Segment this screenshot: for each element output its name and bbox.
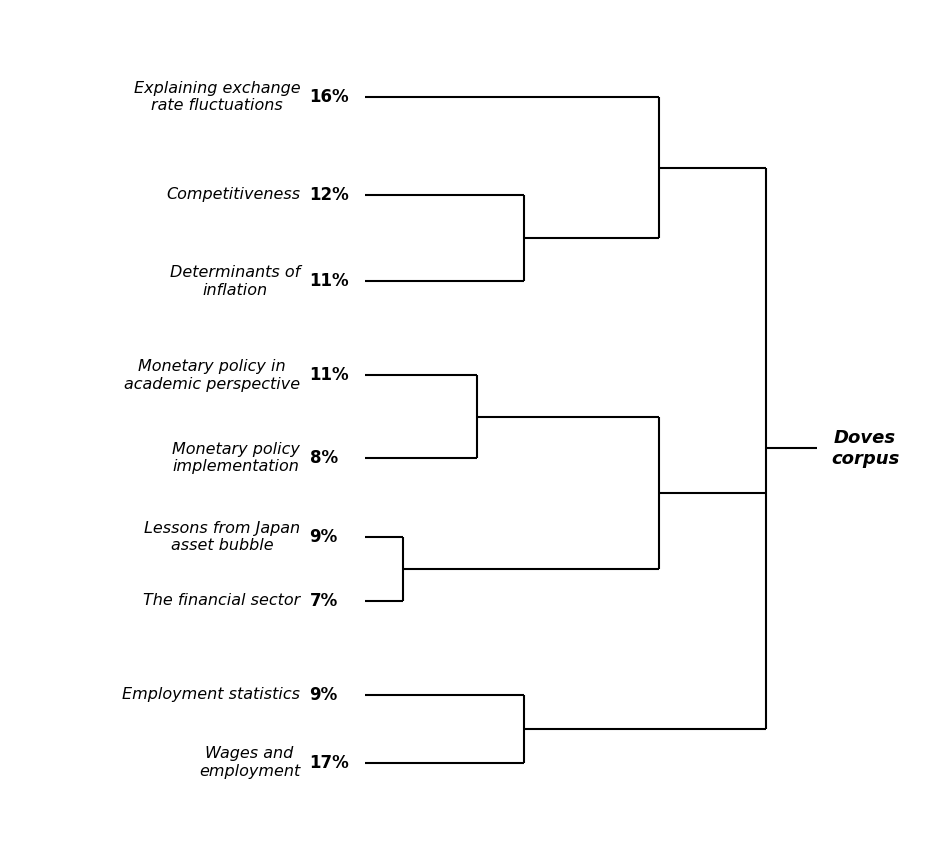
Text: The financial sector: The financial sector	[143, 594, 300, 608]
Text: 17%: 17%	[310, 754, 349, 772]
Text: 11%: 11%	[310, 272, 349, 290]
Text: 7%: 7%	[310, 592, 337, 610]
Text: Wages and
employment: Wages and employment	[199, 747, 300, 779]
Text: Monetary policy in
academic perspective: Monetary policy in academic perspective	[124, 359, 300, 392]
Text: Determinants of
inflation: Determinants of inflation	[170, 265, 300, 298]
Text: Employment statistics: Employment statistics	[122, 687, 300, 702]
Text: Competitiveness: Competitiveness	[166, 188, 300, 203]
Text: 9%: 9%	[310, 528, 337, 546]
Text: 8%: 8%	[310, 449, 337, 467]
Text: Lessons from Japan
asset bubble: Lessons from Japan asset bubble	[144, 521, 300, 553]
Text: 11%: 11%	[310, 367, 349, 384]
Text: Explaining exchange
rate fluctuations: Explaining exchange rate fluctuations	[133, 81, 300, 114]
Text: Monetary policy
implementation: Monetary policy implementation	[172, 442, 300, 474]
Text: 16%: 16%	[310, 88, 349, 106]
Text: 9%: 9%	[310, 686, 337, 704]
Text: Doves
corpus: Doves corpus	[830, 429, 899, 468]
Text: 12%: 12%	[310, 186, 349, 204]
